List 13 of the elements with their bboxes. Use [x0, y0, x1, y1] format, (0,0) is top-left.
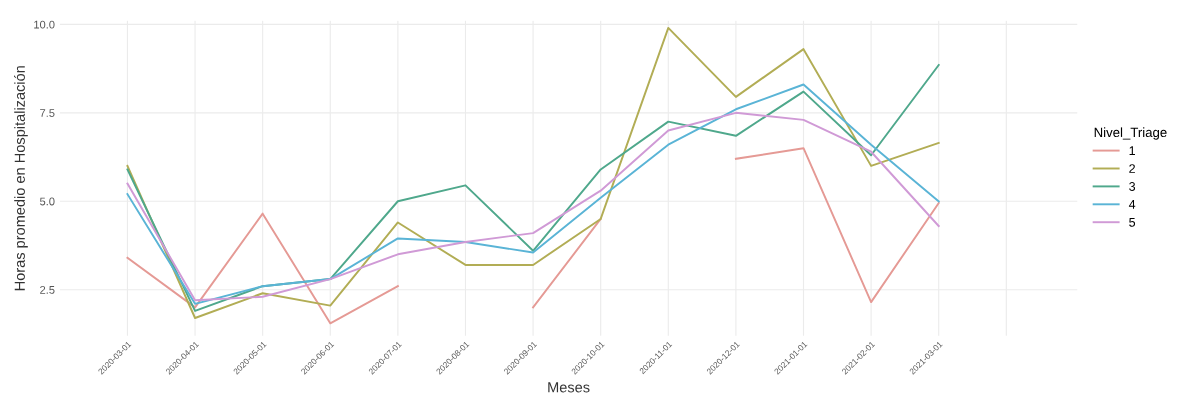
y-axis-title: Horas promedio en Hospitalización	[14, 66, 28, 291]
x-axis-title: Meses	[548, 382, 590, 393]
legend-label: 3	[1129, 182, 1136, 191]
legend-label: 4	[1128, 200, 1136, 209]
y-tick-label: 10.0	[34, 20, 55, 29]
y-tick-label: 2.5	[40, 285, 55, 294]
legend-label: 1	[1129, 146, 1135, 155]
line-series	[126, 26, 940, 319]
legend-label: 5	[1129, 217, 1136, 227]
y-tick-label: 5.0	[39, 197, 55, 206]
y-tick-label: 7.5	[40, 109, 55, 117]
legend-title: Nivel_Triage	[1094, 127, 1167, 140]
legend-label: 2	[1129, 164, 1135, 173]
